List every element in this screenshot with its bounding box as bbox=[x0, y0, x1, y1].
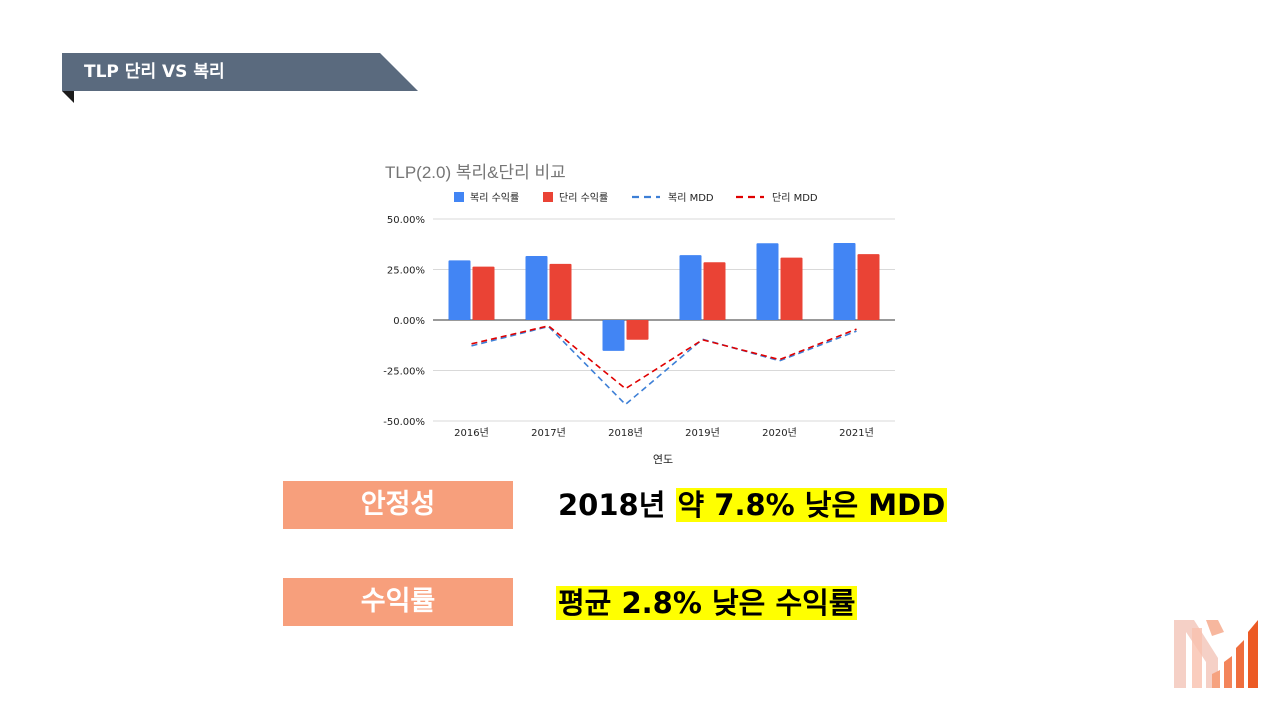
bar-compound-return bbox=[679, 255, 702, 320]
page-title: TLP 단리 VS 복리 bbox=[84, 62, 225, 82]
chart-lines bbox=[471, 324, 857, 406]
legend-label: 복리 MDD bbox=[668, 192, 714, 204]
line-compound-mdd bbox=[471, 325, 857, 406]
chart-legend: 복리 수익률 단리 수익률 복리 MDD 단리 MDD bbox=[454, 192, 818, 204]
chart-title: TLP(2.0) 복리&단리 비교 bbox=[385, 163, 566, 182]
legend-label: 복리 수익률 bbox=[470, 192, 519, 204]
x-tick-label: 2021년 bbox=[839, 427, 874, 439]
legend-label: 단리 MDD bbox=[772, 192, 818, 204]
chart-gridlines bbox=[433, 218, 895, 422]
chart-bars bbox=[448, 243, 880, 351]
legend-label: 단리 수익률 bbox=[559, 192, 608, 204]
y-tick-label: 25.00% bbox=[387, 266, 425, 277]
stability-year: 2018년 bbox=[558, 488, 676, 522]
title-banner-fold bbox=[62, 91, 74, 103]
legend-swatch bbox=[454, 192, 464, 202]
returns-highlight: 평균 2.8% 낮은 수익률 bbox=[556, 586, 858, 620]
stability-label: 안정성 bbox=[283, 481, 513, 529]
bar-simple-return bbox=[626, 320, 649, 340]
bar-simple-return bbox=[857, 254, 880, 320]
bar-simple-return bbox=[780, 257, 803, 320]
bar-simple-return bbox=[549, 263, 572, 320]
bar-simple-return bbox=[703, 262, 726, 320]
y-tick-label: -50.00% bbox=[383, 417, 425, 428]
returns-label: 수익률 bbox=[283, 578, 513, 626]
x-tick-label: 2018년 bbox=[608, 427, 643, 439]
x-tick-label: 2019년 bbox=[685, 427, 720, 439]
y-tick-label: 50.00% bbox=[387, 215, 425, 226]
returns-stat: 평균 2.8% 낮은 수익률 bbox=[556, 583, 858, 623]
bar-compound-return bbox=[602, 320, 625, 351]
x-tick-label: 2016년 bbox=[454, 427, 489, 439]
stability-highlight: 약 7.8% 낮은 MDD bbox=[675, 488, 948, 522]
brand-logo bbox=[1174, 620, 1258, 688]
x-axis-label: 연도 bbox=[653, 453, 673, 466]
bar-compound-return bbox=[525, 255, 548, 320]
bar-simple-return bbox=[472, 266, 495, 320]
line-simple-mdd bbox=[471, 324, 857, 390]
x-tick-label: 2017년 bbox=[531, 427, 566, 439]
stability-stat: 2018년 약 7.8% 낮은 MDD bbox=[558, 485, 948, 525]
bar-compound-return bbox=[448, 260, 471, 320]
legend-swatch bbox=[543, 192, 553, 202]
x-tick-label: 2020년 bbox=[762, 427, 797, 439]
x-axis-ticks: 2016년 2017년 2018년 2019년 2020년 2021년 bbox=[454, 427, 874, 439]
bar-compound-return bbox=[833, 243, 856, 320]
comparison-chart: TLP(2.0) 복리&단리 비교 복리 수익률 단리 수익률 복리 MDD 단리 M… bbox=[383, 163, 895, 466]
title-banner bbox=[62, 53, 418, 91]
y-tick-label: 0.00% bbox=[393, 316, 425, 327]
bar-compound-return bbox=[756, 243, 779, 320]
y-axis-ticks: 50.00% 25.00% 0.00% -25.00% -50.00% bbox=[383, 215, 425, 428]
y-tick-label: -25.00% bbox=[383, 367, 425, 378]
